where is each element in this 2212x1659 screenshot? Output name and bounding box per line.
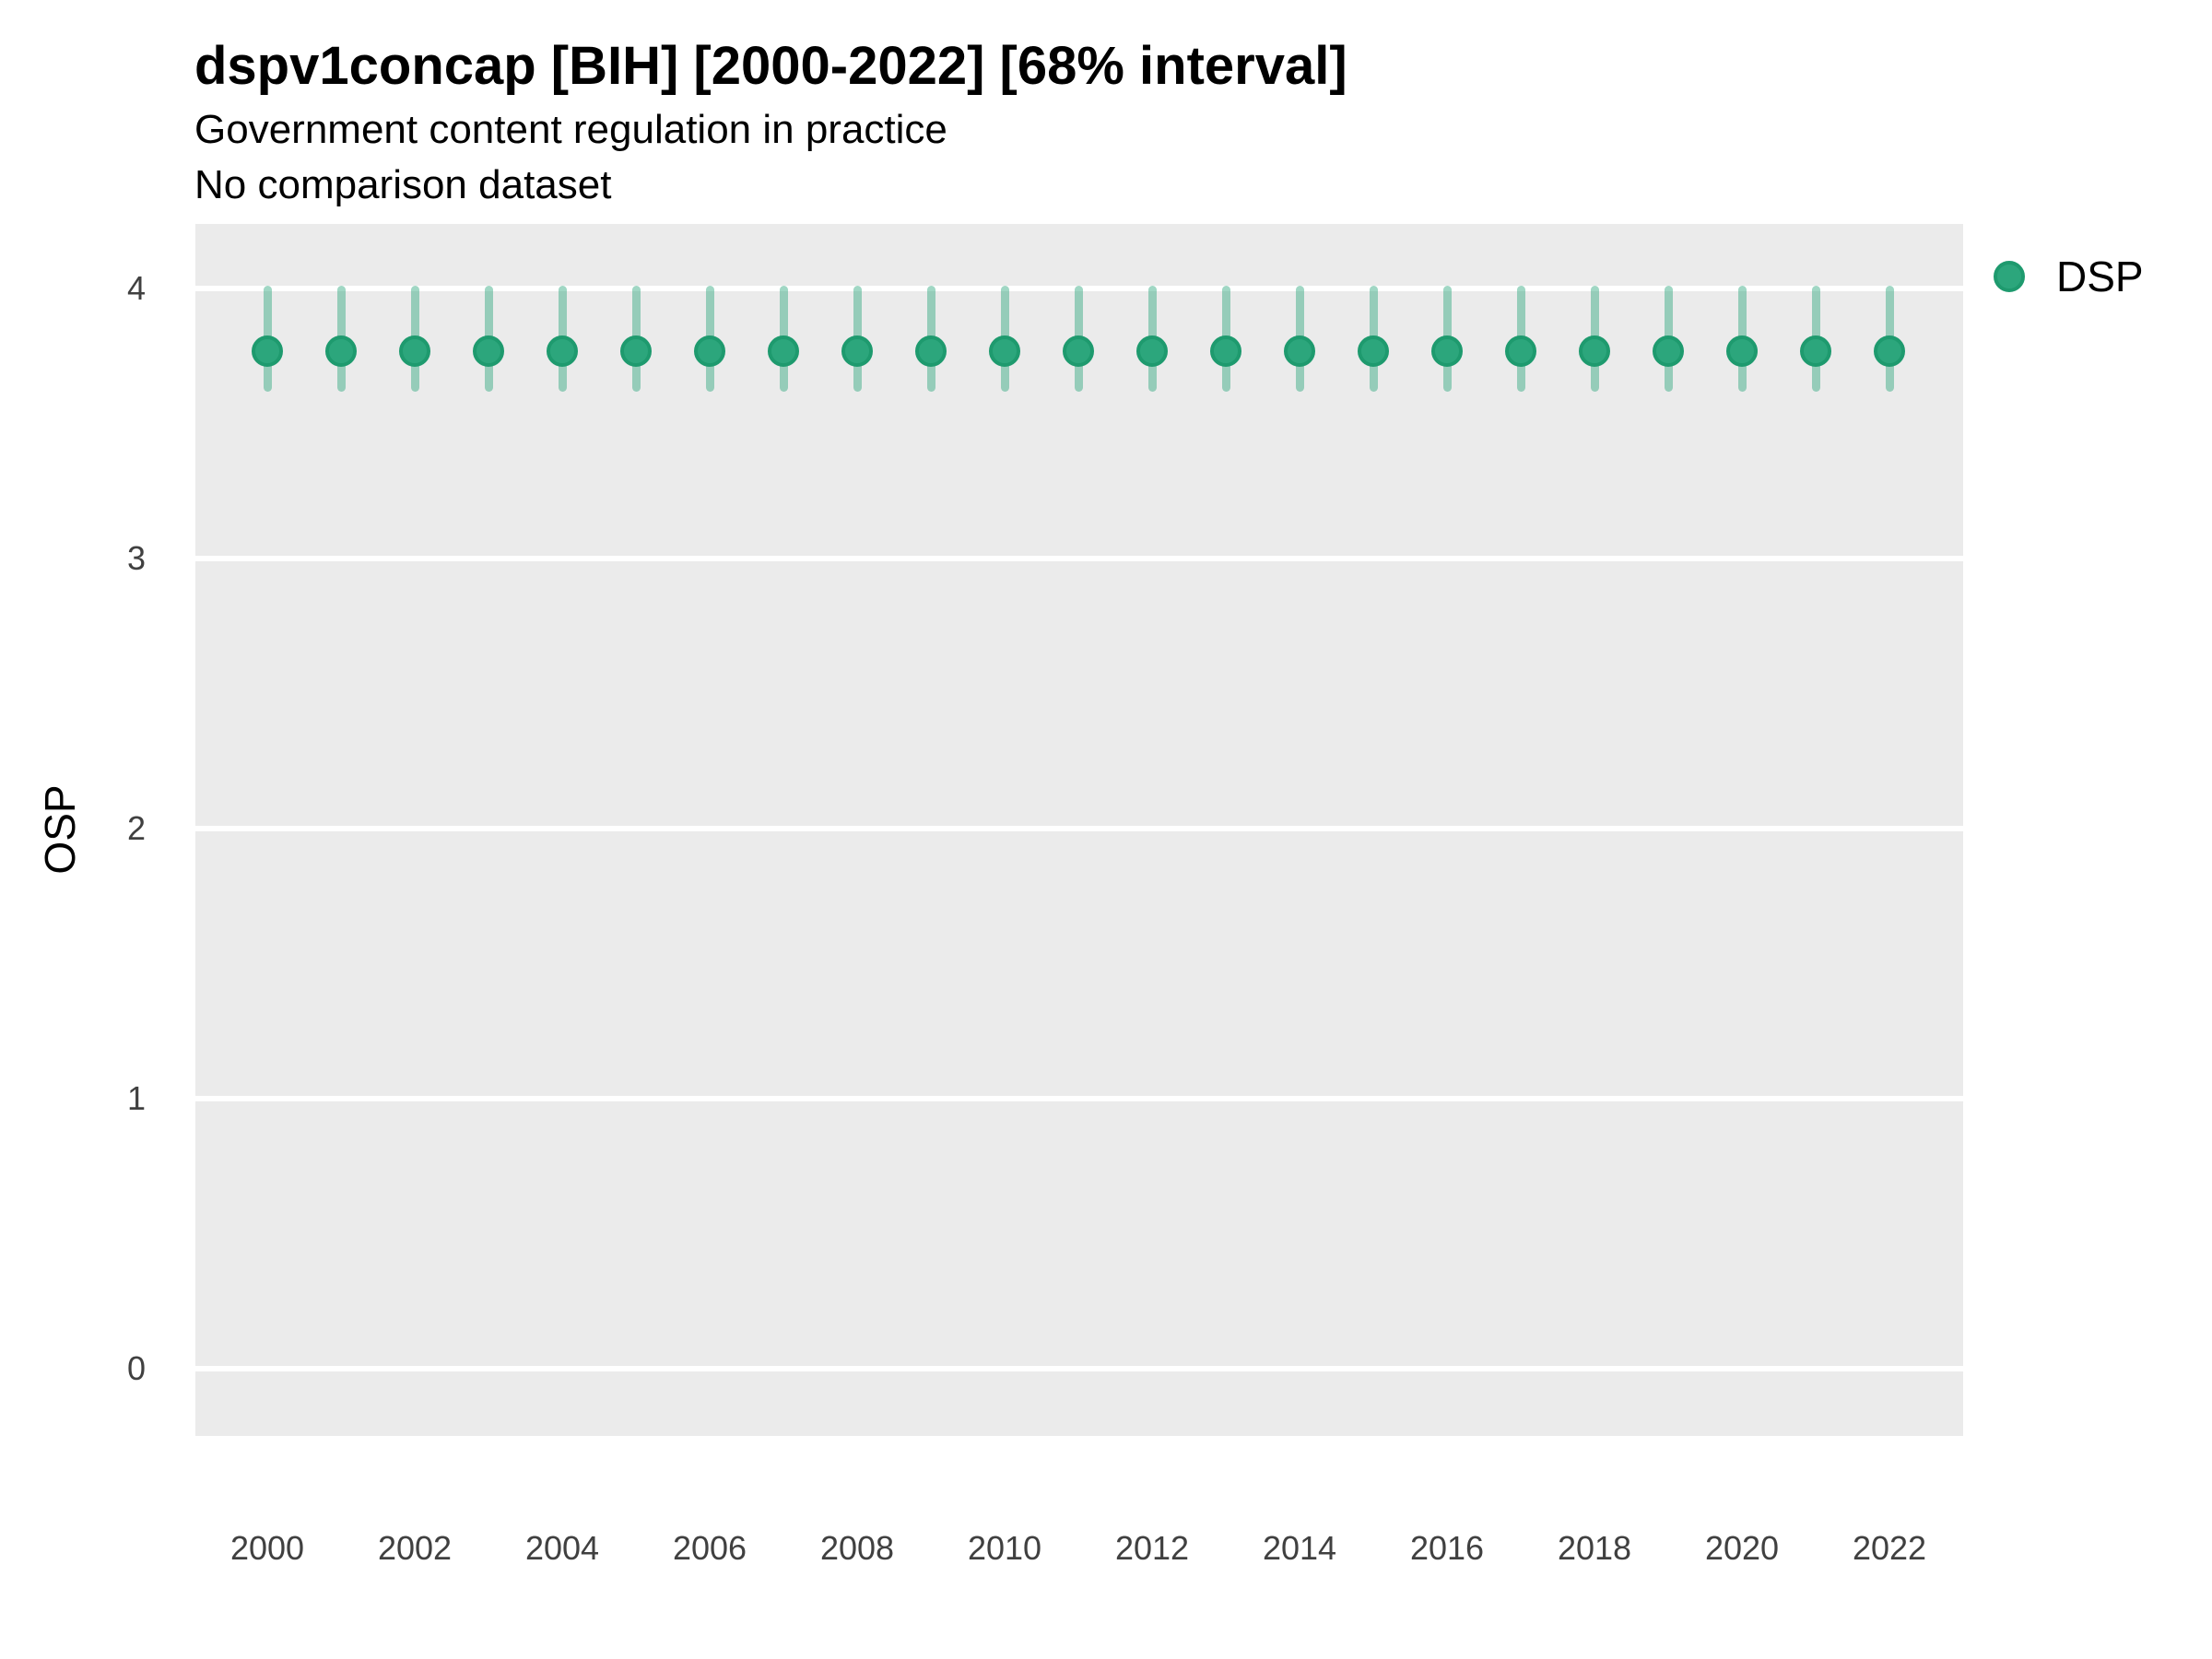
y-tick-label: 2 <box>126 809 146 848</box>
data-point <box>620 335 652 367</box>
data-point <box>1726 335 1758 367</box>
y-gridline <box>195 1095 1963 1101</box>
legend: DSP <box>1994 253 2144 300</box>
chart-title: dspv1concap [BIH] [2000-2022] [68% inter… <box>194 36 1347 96</box>
data-point <box>252 335 283 367</box>
data-point <box>1874 335 1905 367</box>
y-tick-label: 3 <box>126 539 146 578</box>
y-gridline <box>195 1365 1963 1371</box>
x-tick-label: 2002 <box>377 1529 453 1567</box>
legend-label: DSP <box>2056 253 2144 300</box>
data-point <box>1210 335 1241 367</box>
x-tick-label: 2010 <box>967 1529 1042 1567</box>
y-gridline <box>195 556 1963 562</box>
y-gridline <box>195 286 1963 292</box>
data-point <box>1800 335 1831 367</box>
x-tick-label: 2018 <box>1557 1529 1632 1567</box>
x-tick-label: 2000 <box>229 1529 305 1567</box>
data-point <box>1505 335 1536 367</box>
data-point <box>694 335 725 367</box>
data-point <box>1431 335 1463 367</box>
chart-subtitle-line2: No comparison dataset <box>194 162 612 207</box>
data-point <box>989 335 1020 367</box>
x-tick-label: 2012 <box>1114 1529 1190 1567</box>
x-tick-label: 2020 <box>1704 1529 1780 1567</box>
data-point <box>473 335 504 367</box>
legend-key-dot-icon <box>1994 261 2025 292</box>
x-tick-label: 2008 <box>819 1529 895 1567</box>
data-point <box>1136 335 1168 367</box>
data-point <box>1284 335 1315 367</box>
data-point <box>325 335 357 367</box>
y-tick-label: 4 <box>126 269 146 308</box>
data-point <box>768 335 799 367</box>
data-point <box>1579 335 1610 367</box>
x-tick-label: 2016 <box>1409 1529 1485 1567</box>
data-point <box>547 335 578 367</box>
data-point <box>1358 335 1389 367</box>
y-tick-label: 1 <box>126 1078 146 1117</box>
x-tick-label: 2022 <box>1852 1529 1927 1567</box>
y-gridline <box>195 826 1963 832</box>
y-tick-label: 0 <box>126 1348 146 1387</box>
x-tick-label: 2006 <box>672 1529 747 1567</box>
x-tick-label: 2014 <box>1262 1529 1337 1567</box>
data-point <box>841 335 873 367</box>
data-point <box>399 335 430 367</box>
chart-subtitle-line1: Government content regulation in practic… <box>194 107 947 152</box>
data-point <box>915 335 947 367</box>
data-point <box>1653 335 1684 367</box>
data-point <box>1063 335 1094 367</box>
x-tick-label: 2004 <box>524 1529 600 1567</box>
